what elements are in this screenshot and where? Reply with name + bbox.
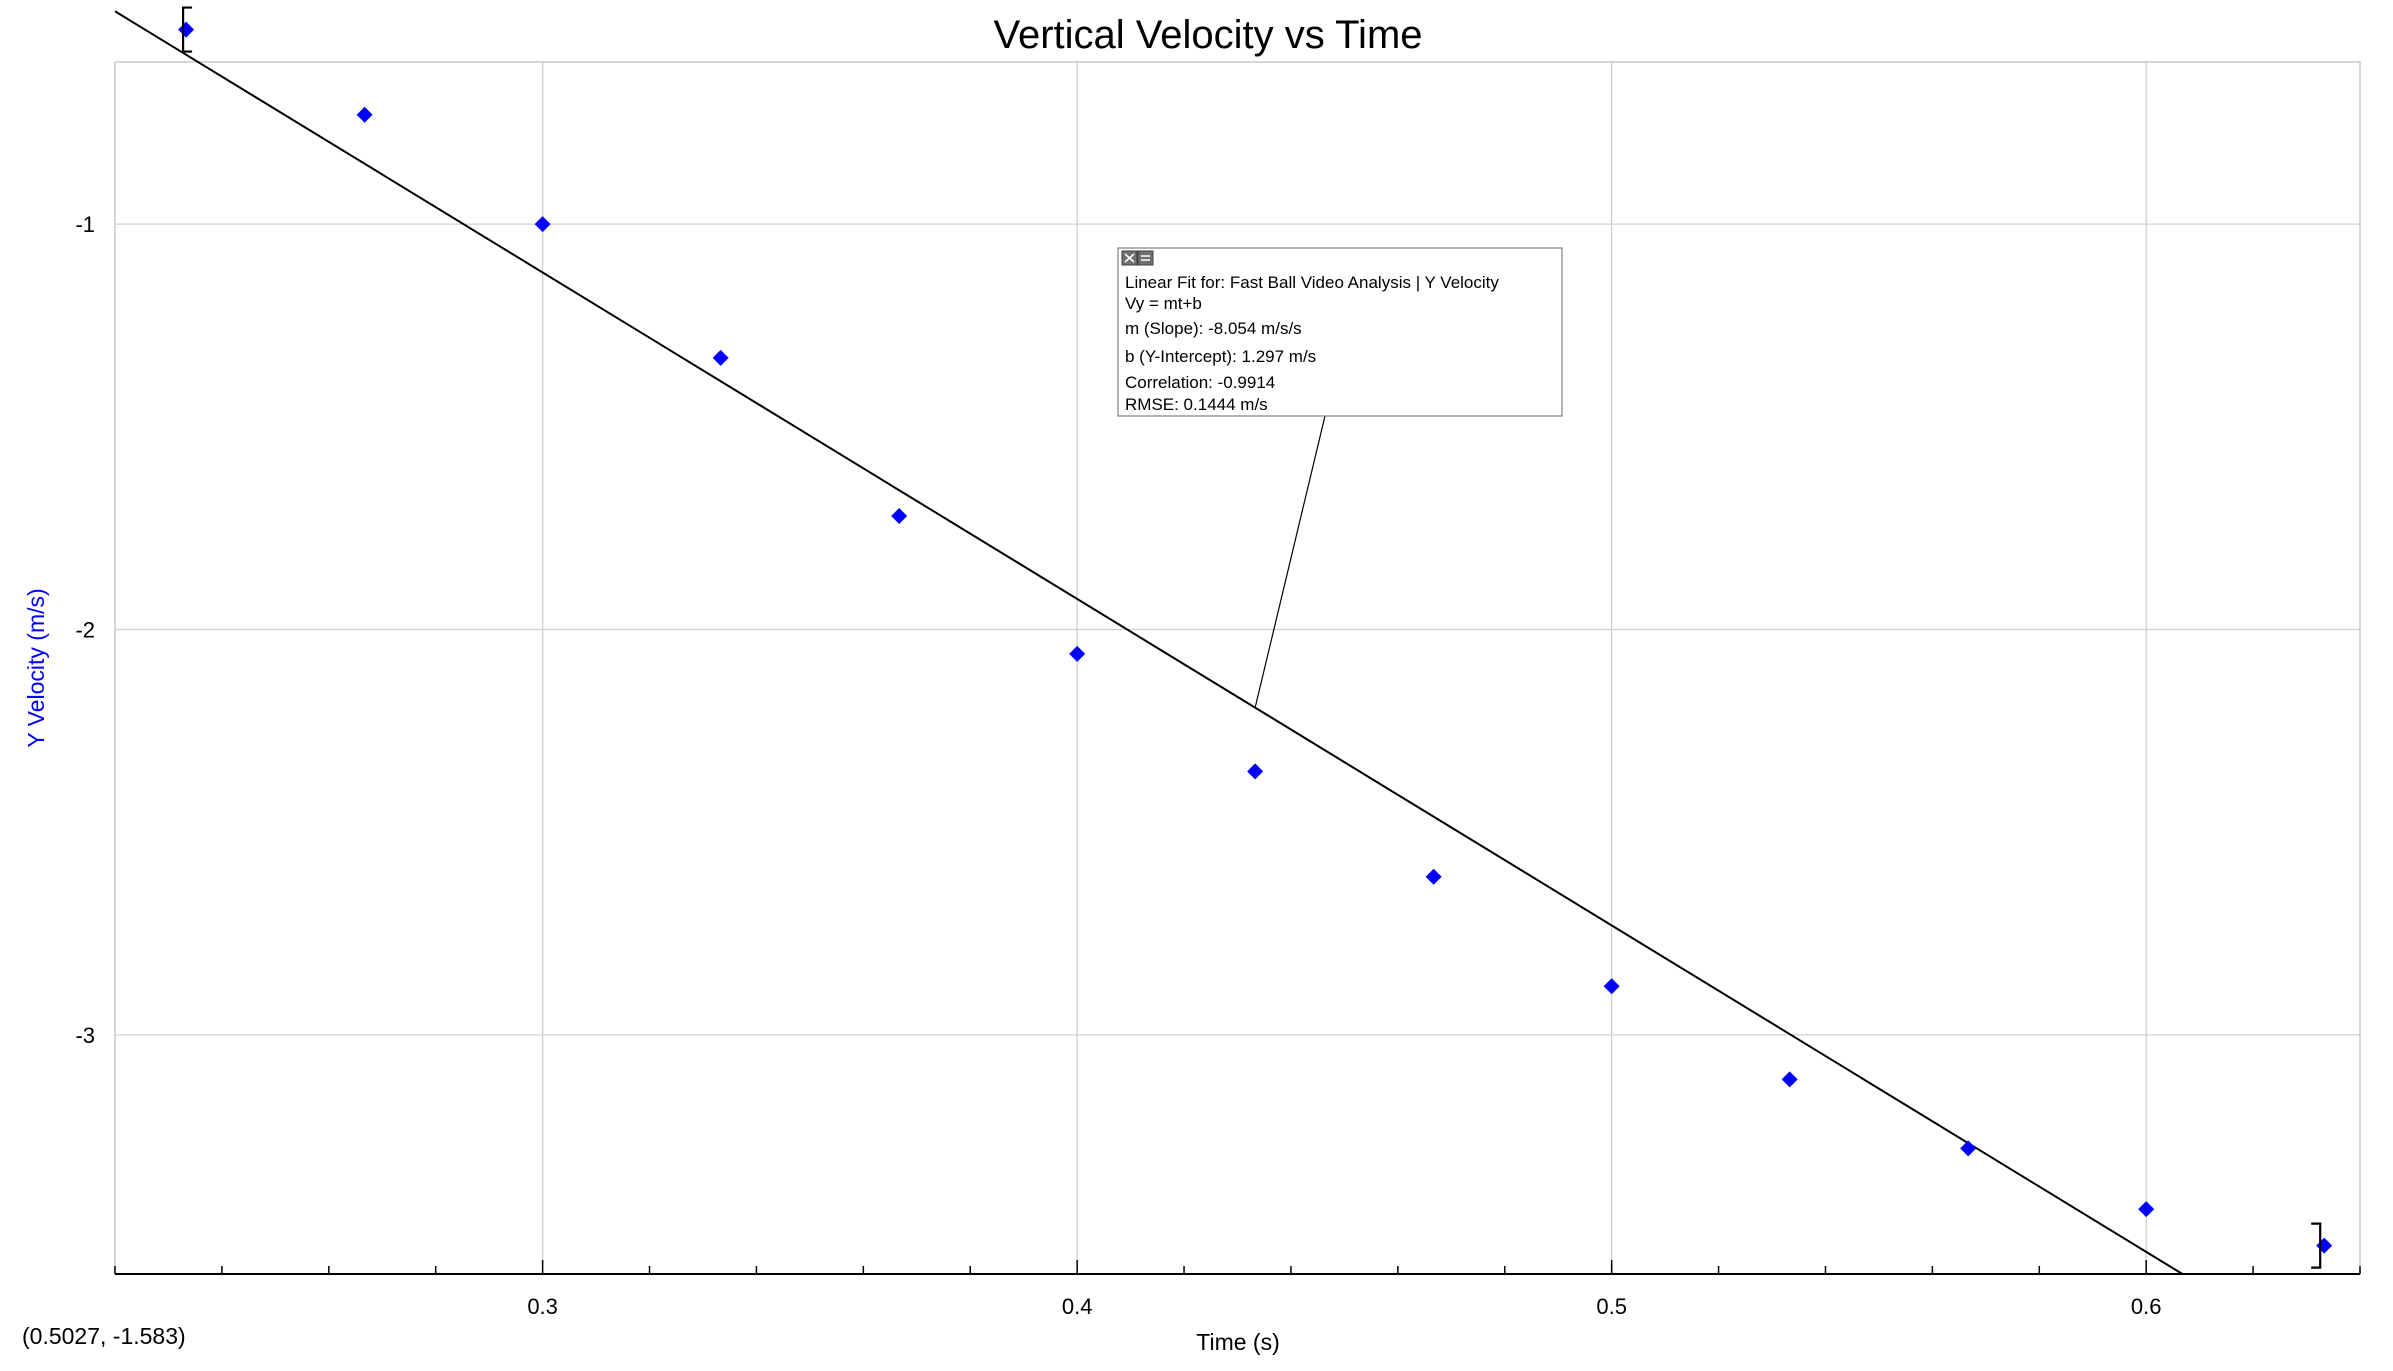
y-ticks: -1 -2 -3: [75, 212, 95, 1048]
grid: [115, 62, 2360, 1274]
fit-box-equation: Vy = mt+b: [1125, 294, 1202, 313]
plot-frame: [114, 61, 2361, 1275]
x-tick-label: 0.4: [1062, 1294, 1093, 1319]
linear-fit-box[interactable]: Linear Fit for: Fast Ball Video Analysis…: [1117, 247, 1563, 417]
fit-box-correlation: Correlation: -0.9914: [1125, 373, 1275, 392]
fit-box-intercept: b (Y-Intercept): 1.297 m/s: [1125, 347, 1316, 366]
data-point: [1247, 763, 1264, 780]
x-tick-label: 0.5: [1596, 1294, 1627, 1319]
fit-box-slope: m (Slope): -8.054 m/s/s: [1125, 319, 1302, 338]
x-ticks: 0.3 0.4 0.5 0.6: [114, 1260, 2361, 1319]
y-tick-label: -1: [75, 212, 95, 237]
y-tick-label: -2: [75, 617, 95, 642]
data-point: [2138, 1201, 2155, 1218]
data-point: [891, 507, 908, 524]
data-point: [534, 216, 551, 233]
data-point: [178, 21, 195, 38]
x-axis-label[interactable]: Time (s): [1196, 1329, 1279, 1355]
data-points: [178, 21, 2333, 1254]
data-point: [356, 106, 373, 123]
fit-box-title: Linear Fit for: Fast Ball Video Analysis…: [1125, 273, 1499, 292]
coordinate-readout: (0.5027, -1.583): [22, 1323, 186, 1349]
options-icon[interactable]: [1137, 250, 1154, 266]
range-bracket-left[interactable]: [181, 6, 193, 53]
close-icon[interactable]: [1121, 250, 1138, 266]
data-point: [2316, 1237, 2333, 1254]
x-tick-label: 0.6: [2131, 1294, 2162, 1319]
data-point: [712, 349, 729, 366]
data-point: [1069, 645, 1086, 662]
x-tick-label: 0.3: [527, 1294, 558, 1319]
data-point: [1425, 868, 1442, 885]
chart-title: Vertical Velocity vs Time: [993, 13, 1422, 57]
linear-fit-line[interactable]: [114, 10, 2183, 1275]
fit-box-rmse: RMSE: 0.1444 m/s: [1125, 395, 1268, 414]
range-bracket-right[interactable]: [2311, 1222, 2322, 1269]
fit-range-brackets: [181, 6, 2322, 1269]
data-point: [1960, 1140, 1977, 1157]
fit-annotation-leader: [1254, 415, 1326, 708]
data-point: [1781, 1071, 1798, 1088]
y-axis-label[interactable]: Y Velocity (m/s): [23, 588, 49, 747]
y-tick-label: -3: [75, 1023, 95, 1048]
data-point: [1603, 978, 1620, 995]
